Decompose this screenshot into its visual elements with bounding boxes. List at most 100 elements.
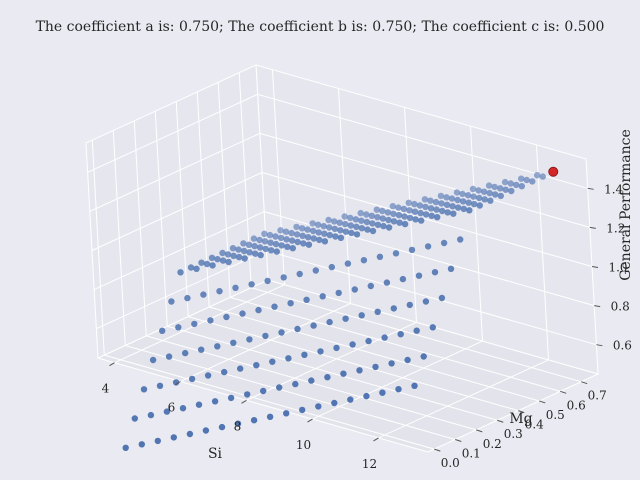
data-point: [349, 341, 356, 348]
data-point: [534, 172, 541, 179]
data-point: [266, 413, 274, 420]
data-point: [191, 320, 198, 328]
data-point: [241, 255, 248, 262]
x-tick-label: 8: [234, 419, 242, 433]
z-tick-mark: [587, 187, 594, 190]
data-point: [422, 203, 429, 211]
data-point: [491, 183, 498, 191]
data-point: [357, 209, 364, 217]
data-point: [293, 231, 301, 238]
data-point: [240, 247, 248, 255]
grid-line: [209, 306, 540, 402]
data-point: [227, 394, 235, 402]
data-point: [203, 260, 211, 268]
data-point: [280, 274, 287, 281]
data-point: [309, 220, 316, 227]
data-point: [406, 207, 413, 214]
data-point: [395, 211, 403, 219]
data-point: [342, 315, 349, 322]
data-point: [262, 245, 269, 253]
data-point: [368, 212, 375, 219]
data-point: [497, 192, 504, 200]
data-point: [356, 367, 363, 374]
data-point: [328, 263, 335, 271]
data-point: [266, 231, 274, 239]
data-point: [294, 325, 301, 333]
data-point: [292, 380, 299, 388]
data-point: [184, 294, 191, 302]
data-point: [465, 199, 472, 206]
data-point: [344, 260, 352, 267]
data-point: [219, 249, 226, 257]
data-point: [342, 220, 349, 228]
data-point: [299, 232, 306, 239]
y-tick-label: 0.3: [504, 427, 523, 441]
data-point: [401, 213, 408, 220]
data-point: [369, 220, 376, 227]
data-point: [337, 234, 345, 241]
data-point: [397, 331, 404, 338]
y-tick-label: 0.2: [483, 437, 502, 451]
chart-title: The coefficient a is: 0.750; The coeffic…: [36, 19, 605, 35]
data-point: [219, 257, 227, 264]
data-point: [372, 363, 379, 371]
data-point: [401, 220, 409, 228]
data-point: [326, 231, 333, 239]
grid-line: [125, 345, 456, 440]
data-point: [454, 196, 461, 204]
data-point: [373, 206, 380, 213]
data-point: [421, 196, 429, 203]
data-point: [315, 403, 322, 410]
data-point: [331, 399, 338, 407]
data-point: [470, 193, 477, 200]
data-point: [278, 329, 285, 336]
data-point: [285, 355, 292, 362]
data-point: [331, 225, 338, 233]
data-point: [480, 188, 488, 195]
data-point: [225, 258, 232, 266]
x-tick-mark: [175, 381, 181, 385]
data-point: [336, 219, 343, 226]
y-tick-mark: [581, 381, 588, 385]
data-point: [298, 225, 306, 232]
data-point: [172, 379, 180, 386]
data-point: [195, 401, 203, 408]
data-point: [374, 308, 381, 315]
z-tick-label: 1.0: [608, 261, 627, 275]
data-point: [163, 408, 171, 415]
data-point: [237, 365, 244, 372]
data-point: [459, 190, 466, 197]
data-point: [471, 200, 478, 208]
data-point: [486, 189, 493, 197]
data-point: [251, 242, 258, 250]
data-point: [411, 200, 418, 208]
data-point: [214, 256, 221, 263]
data-point: [335, 289, 342, 297]
data-point: [248, 281, 255, 288]
data-point: [384, 209, 392, 216]
data-point: [390, 218, 398, 225]
data-point: [324, 374, 331, 381]
data-point: [273, 248, 280, 255]
data-point: [122, 444, 129, 451]
data-point: [308, 377, 315, 384]
data-point: [319, 293, 326, 300]
x-tick-label: 10: [296, 438, 311, 452]
grid-line: [114, 284, 285, 364]
data-point: [234, 420, 242, 427]
data-point: [450, 210, 457, 217]
data-point: [399, 275, 407, 283]
data-point: [230, 339, 237, 346]
data-point: [507, 180, 514, 187]
data-point: [240, 240, 247, 247]
data-point: [412, 216, 419, 223]
z-tick-mark: [594, 305, 601, 308]
grid-line: [87, 93, 258, 173]
data-point: [358, 225, 366, 232]
data-point: [140, 386, 148, 393]
data-point: [207, 317, 214, 324]
data-point: [316, 236, 323, 244]
data-point: [466, 207, 473, 214]
data-point: [415, 272, 423, 279]
